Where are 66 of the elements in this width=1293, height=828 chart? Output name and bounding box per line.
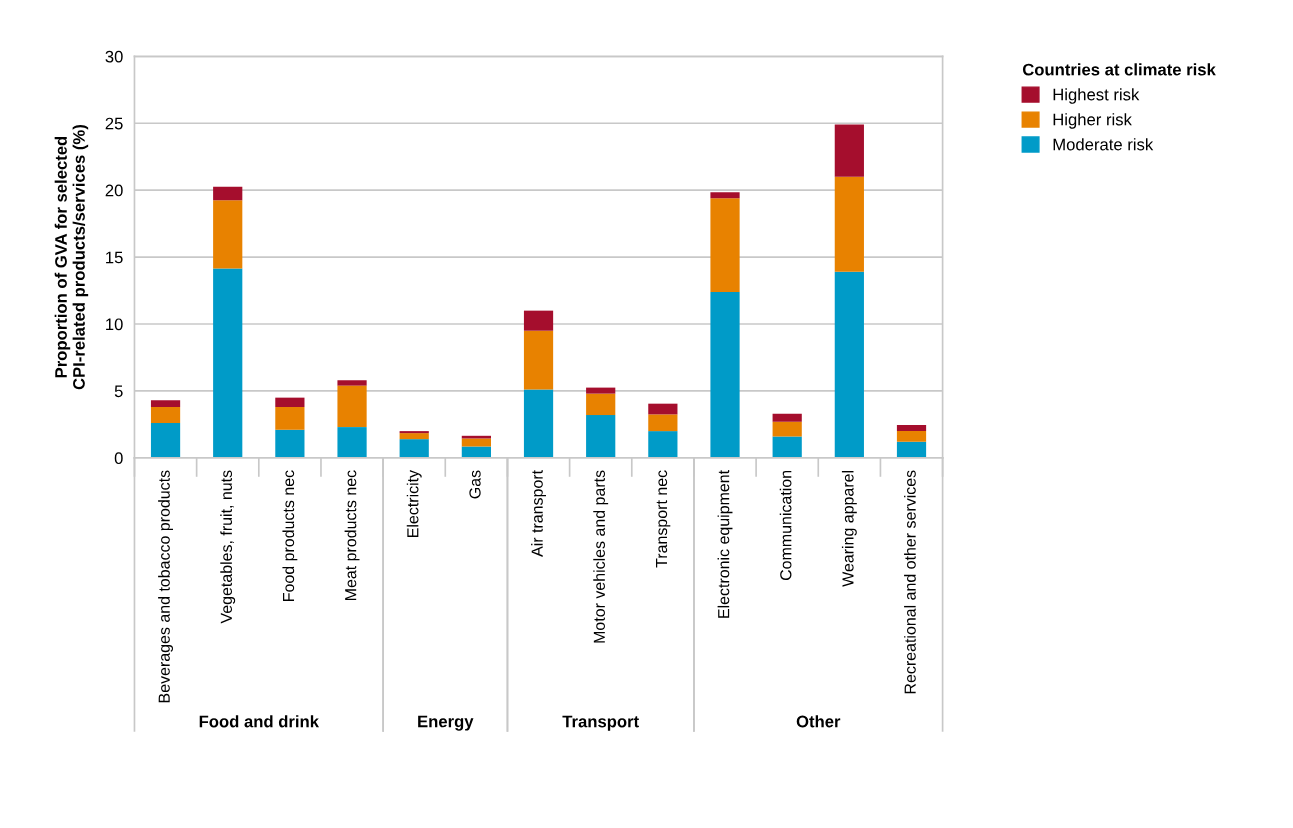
legend-title: Countries at climate risk: [1022, 63, 1216, 76]
x-tick-label: Motor vehicles and parts: [593, 470, 609, 643]
bar: [834, 124, 864, 177]
bar: [648, 431, 678, 458]
bar: [586, 393, 616, 416]
bar: [586, 387, 616, 394]
y-tick-label: 10: [106, 318, 123, 331]
y-tick-label: 20: [105, 184, 123, 197]
legend-label: Moderate risk: [1053, 138, 1154, 151]
bar: [772, 421, 802, 437]
bar: [896, 431, 927, 442]
bar: [648, 403, 678, 415]
bar: [150, 407, 181, 424]
bar: [213, 268, 243, 458]
bar: [772, 413, 802, 422]
x-tick-label: Electricity: [406, 469, 422, 537]
bar: [213, 200, 243, 269]
bar: [275, 429, 305, 458]
x-tick-label: Meat products nec: [344, 470, 360, 601]
bar: [399, 439, 429, 458]
x-tick-label: Vegetables, fruit, nuts: [220, 470, 236, 624]
bar: [710, 192, 740, 199]
bar: [772, 436, 802, 458]
bar: [896, 441, 927, 458]
x-tick-label: Air transport: [531, 470, 546, 557]
bar: [834, 271, 864, 458]
x-tick-label: Beverages and tobacco products: [158, 470, 173, 703]
bar: [399, 433, 429, 440]
x-tick-label: Recreational and other services: [904, 470, 916, 694]
bar: [275, 397, 305, 408]
y-tick-label: 30: [105, 50, 123, 63]
bar: [275, 407, 305, 430]
bar: [150, 400, 181, 408]
bar: [648, 414, 678, 432]
x-tick-label: Food products nec: [282, 470, 298, 601]
bar: [213, 186, 243, 201]
text: Energy: [418, 715, 474, 731]
x-tick-label: Transport nec: [656, 470, 671, 568]
text: Other: [796, 715, 841, 728]
text: Transport: [562, 715, 639, 731]
text: Food and drink: [199, 715, 319, 728]
bar: [337, 380, 367, 386]
bar: [523, 389, 554, 458]
bar: [834, 176, 864, 272]
bar: [337, 427, 367, 458]
bar: [399, 431, 429, 434]
bar: [523, 330, 554, 390]
x-tick-label: Wearing apparel: [841, 470, 857, 587]
x-tick-label: Gas: [469, 470, 481, 499]
bar: [523, 310, 554, 331]
y-tick-label: 15: [106, 251, 123, 264]
x-tick-label: Communication: [779, 470, 792, 581]
legend-label: Higher risk: [1053, 113, 1132, 129]
legend-label: Highest risk: [1053, 88, 1140, 104]
bar: [896, 425, 927, 432]
x-tick-label: Electronic equipment: [717, 470, 733, 618]
y-tick-label: 5: [114, 385, 123, 398]
y-tick-label: 0: [114, 452, 123, 465]
bar: [461, 438, 491, 447]
bar: [586, 415, 616, 458]
y-axis-title: Proportion of GVA for selected CPI-related products/services (%): [54, 125, 89, 390]
y-tick-label: 25: [105, 117, 123, 130]
bar: [337, 385, 367, 428]
bar: [710, 198, 740, 292]
bar: [710, 291, 740, 458]
bar: [150, 423, 181, 458]
